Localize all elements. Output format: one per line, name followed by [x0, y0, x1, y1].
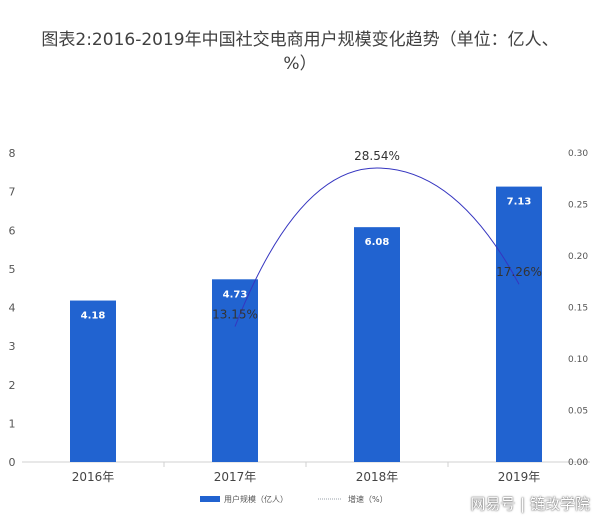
- x-tick-label: 2017年: [214, 470, 257, 484]
- y-left-tick-label: 4: [9, 302, 16, 315]
- legend-label-bar: 用户规模（亿人）: [224, 494, 288, 504]
- y-right-tick-label: 0.25: [568, 201, 588, 211]
- line-data-label: 17.26%: [496, 265, 542, 279]
- bar: [496, 186, 542, 462]
- y-right-tick-label: 0.30: [568, 149, 588, 159]
- y-right-tick-label: 0.10: [568, 355, 588, 365]
- y-right-tick-label: 0.05: [568, 407, 588, 417]
- y-left-tick-label: 5: [9, 263, 16, 276]
- x-tick-label: 2019年: [498, 470, 541, 484]
- bar-data-label: 4.18: [81, 311, 106, 322]
- bar-data-label: 7.13: [507, 197, 532, 208]
- bar-data-label: 6.08: [365, 237, 390, 248]
- legend-swatch-bar: [200, 496, 220, 502]
- bar: [70, 300, 116, 462]
- growth-line: [234, 167, 520, 327]
- y-left-tick-label: 6: [9, 224, 16, 237]
- y-left-tick-label: 8: [9, 147, 16, 160]
- y-left-tick-label: 3: [9, 340, 16, 353]
- y-left-tick-label: 1: [9, 417, 16, 430]
- line-data-label: 28.54%: [354, 149, 400, 163]
- bar: [212, 279, 258, 462]
- y-left-tick-label: 2: [9, 379, 16, 392]
- watermark: 网易号 | 链改学院: [470, 495, 590, 513]
- bar-data-label: 4.73: [223, 289, 248, 300]
- bar: [354, 227, 400, 462]
- chart-title: 图表2:2016-2019年中国社交电商用户规模变化趋势（单位：亿人、%）: [41, 30, 559, 74]
- line-data-label: 13.15%: [212, 308, 258, 322]
- legend-label-line: 增速（%）: [348, 494, 388, 504]
- y-right-tick-label: 0.15: [568, 304, 588, 314]
- y-left-tick-label: 0: [9, 456, 16, 469]
- y-right-tick-label: 0.00: [568, 458, 588, 468]
- y-left-tick-label: 7: [9, 186, 16, 199]
- x-tick-label: 2016年: [72, 470, 115, 484]
- y-right-tick-label: 0.20: [568, 252, 588, 262]
- x-tick-label: 2018年: [356, 470, 399, 484]
